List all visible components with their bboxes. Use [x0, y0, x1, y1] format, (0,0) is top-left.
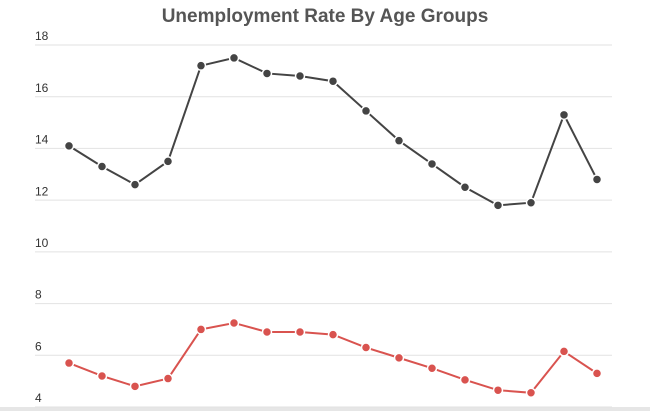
point: [591, 368, 603, 379]
point: [162, 156, 174, 167]
point: [459, 374, 471, 386]
point: [360, 105, 372, 117]
y-tick-label: 6: [35, 339, 42, 353]
scrollbar: [0, 407, 650, 411]
point: [195, 324, 207, 335]
point: [426, 362, 438, 374]
point: [459, 181, 471, 193]
point: [525, 197, 537, 208]
point: [63, 140, 75, 152]
point: [96, 161, 108, 172]
point: [327, 329, 339, 340]
point: [558, 109, 570, 121]
point: [129, 381, 141, 392]
point: [96, 370, 108, 382]
point: [261, 326, 273, 338]
point: [426, 158, 438, 170]
point: [492, 200, 504, 211]
y-tick-label: 18: [35, 29, 49, 43]
point: [360, 342, 372, 353]
y-tick-label: 12: [35, 184, 49, 198]
point: [591, 174, 603, 185]
point: [492, 384, 504, 396]
point: [393, 352, 405, 364]
y-tick-label: 14: [35, 133, 49, 147]
point: [558, 346, 570, 357]
point: [228, 317, 240, 329]
y-tick-label: 10: [35, 236, 49, 250]
point: [525, 387, 537, 399]
chart-title: Unemployment Rate By Age Groups: [162, 6, 489, 27]
point: [63, 357, 75, 369]
y-tick-label: 8: [35, 288, 42, 302]
point: [327, 75, 339, 87]
y-tick-label: 4: [35, 391, 42, 405]
point: [129, 179, 141, 190]
point: [393, 135, 405, 146]
point: [261, 68, 273, 79]
point: [294, 70, 306, 82]
point: [162, 373, 174, 384]
point: [228, 52, 240, 64]
point: [195, 60, 207, 71]
y-tick-label: 16: [35, 81, 49, 95]
point: [294, 326, 306, 338]
